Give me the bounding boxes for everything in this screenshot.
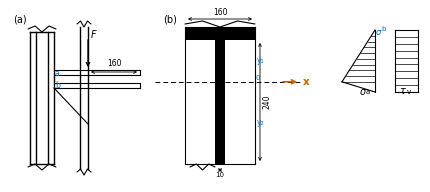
Text: 10: 10 xyxy=(215,172,224,178)
Text: σ: σ xyxy=(375,28,381,37)
Text: 160: 160 xyxy=(212,8,227,17)
Text: b: b xyxy=(55,81,60,90)
Text: (b): (b) xyxy=(163,14,176,24)
Text: b: b xyxy=(380,26,384,32)
Text: σ: σ xyxy=(359,87,365,97)
Text: y₁: y₁ xyxy=(256,56,264,65)
Text: (a): (a) xyxy=(13,14,27,24)
Text: τ: τ xyxy=(398,86,404,96)
Bar xyxy=(184,27,255,40)
Text: x: x xyxy=(302,77,309,87)
Bar xyxy=(215,40,224,164)
Text: y₂: y₂ xyxy=(256,118,264,127)
Text: 160: 160 xyxy=(107,59,121,68)
Text: v: v xyxy=(406,89,410,95)
Text: a: a xyxy=(55,69,60,78)
Text: a: a xyxy=(365,89,369,95)
Text: 0: 0 xyxy=(255,75,260,81)
Text: F: F xyxy=(91,30,96,40)
Text: 240: 240 xyxy=(262,95,271,109)
